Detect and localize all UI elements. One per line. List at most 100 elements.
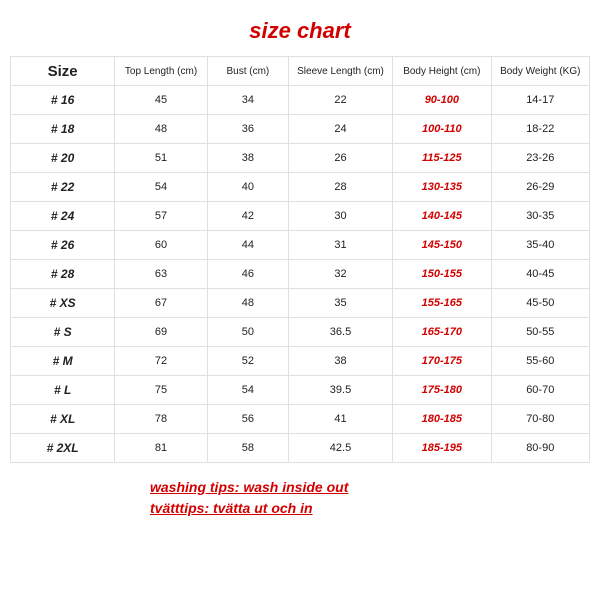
data-cell: 150-155 [393,260,491,289]
data-cell: 39.5 [288,376,392,405]
data-cell: 52 [207,347,288,376]
data-cell: 26-29 [491,173,589,202]
data-cell: 60 [115,231,208,260]
size-cell: # 2XL [11,434,115,463]
data-cell: 44 [207,231,288,260]
table-row: # XL785641180-18570-80 [11,405,590,434]
data-cell: 31 [288,231,392,260]
tip-line: tvätttips: tvätta ut och in [150,498,590,519]
size-table: Size Top Length (cm) Bust (cm) Sleeve Le… [10,56,590,463]
data-cell: 170-175 [393,347,491,376]
tip-line: washing tips: wash inside out [150,477,590,498]
data-cell: 75 [115,376,208,405]
data-cell: 155-165 [393,289,491,318]
col-header-bust: Bust (cm) [207,57,288,86]
table-row: # 2XL815842.5185-19580-90 [11,434,590,463]
size-cell: # 18 [11,115,115,144]
table-row: # 22544028130-13526-29 [11,173,590,202]
data-cell: 90-100 [393,86,491,115]
data-cell: 80-90 [491,434,589,463]
table-row: # 1645342290-10014-17 [11,86,590,115]
data-cell: 30-35 [491,202,589,231]
data-cell: 57 [115,202,208,231]
data-cell: 22 [288,86,392,115]
data-cell: 54 [115,173,208,202]
data-cell: 63 [115,260,208,289]
data-cell: 38 [288,347,392,376]
data-cell: 32 [288,260,392,289]
data-cell: 45-50 [491,289,589,318]
data-cell: 23-26 [491,144,589,173]
size-cell: # XS [11,289,115,318]
data-cell: 24 [288,115,392,144]
table-row: # 24574230140-14530-35 [11,202,590,231]
size-cell: # 20 [11,144,115,173]
size-cell: # M [11,347,115,376]
data-cell: 55-60 [491,347,589,376]
size-cell: # 26 [11,231,115,260]
data-cell: 42 [207,202,288,231]
col-header-size: Size [11,57,115,86]
col-header-sleeve: Sleeve Length (cm) [288,57,392,86]
data-cell: 48 [207,289,288,318]
data-cell: 67 [115,289,208,318]
data-cell: 28 [288,173,392,202]
col-header-weight: Body Weight (KG) [491,57,589,86]
washing-tips: washing tips: wash inside out tvätttips:… [10,477,590,519]
table-row: # 18483624100-11018-22 [11,115,590,144]
data-cell: 175-180 [393,376,491,405]
data-cell: 69 [115,318,208,347]
data-cell: 36 [207,115,288,144]
chart-title: size chart [10,18,590,44]
table-row: # 28634632150-15540-45 [11,260,590,289]
data-cell: 72 [115,347,208,376]
size-cell: # 22 [11,173,115,202]
data-cell: 54 [207,376,288,405]
data-cell: 46 [207,260,288,289]
data-cell: 34 [207,86,288,115]
size-cell: # 16 [11,86,115,115]
data-cell: 35-40 [491,231,589,260]
table-row: # M725238170-17555-60 [11,347,590,376]
data-cell: 78 [115,405,208,434]
data-cell: 185-195 [393,434,491,463]
col-header-height: Body Height (cm) [393,57,491,86]
data-cell: 48 [115,115,208,144]
size-cell: # 28 [11,260,115,289]
data-cell: 18-22 [491,115,589,144]
data-cell: 100-110 [393,115,491,144]
data-cell: 60-70 [491,376,589,405]
data-cell: 14-17 [491,86,589,115]
data-cell: 115-125 [393,144,491,173]
col-header-top: Top Length (cm) [115,57,208,86]
data-cell: 145-150 [393,231,491,260]
table-row: # 20513826115-12523-26 [11,144,590,173]
data-cell: 50-55 [491,318,589,347]
data-cell: 70-80 [491,405,589,434]
table-header-row: Size Top Length (cm) Bust (cm) Sleeve Le… [11,57,590,86]
data-cell: 81 [115,434,208,463]
data-cell: 140-145 [393,202,491,231]
data-cell: 30 [288,202,392,231]
table-row: # L755439.5175-18060-70 [11,376,590,405]
size-chart-container: size chart Size Top Length (cm) Bust (cm… [0,0,600,600]
size-cell: # XL [11,405,115,434]
table-row: # S695036.5165-17050-55 [11,318,590,347]
data-cell: 50 [207,318,288,347]
size-cell: # S [11,318,115,347]
data-cell: 26 [288,144,392,173]
data-cell: 35 [288,289,392,318]
data-cell: 41 [288,405,392,434]
data-cell: 56 [207,405,288,434]
data-cell: 38 [207,144,288,173]
data-cell: 165-170 [393,318,491,347]
data-cell: 42.5 [288,434,392,463]
data-cell: 45 [115,86,208,115]
data-cell: 36.5 [288,318,392,347]
data-cell: 180-185 [393,405,491,434]
data-cell: 40 [207,173,288,202]
data-cell: 51 [115,144,208,173]
table-body: # 1645342290-10014-17# 18483624100-11018… [11,86,590,463]
data-cell: 40-45 [491,260,589,289]
size-cell: # 24 [11,202,115,231]
